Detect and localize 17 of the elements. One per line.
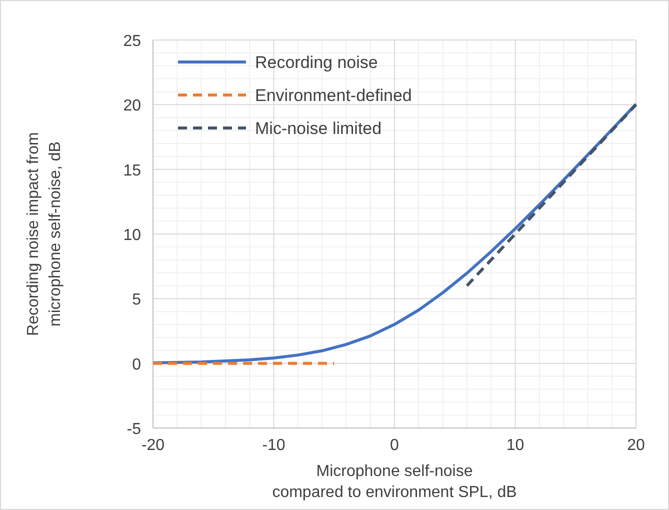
y-tick-label: 20 [123, 98, 142, 115]
y-tick-label: 10 [123, 227, 142, 244]
x-tick-label: -20 [141, 437, 165, 454]
y-axis-title: Recording noise impact from microphone self-noise, dB [25, 132, 64, 336]
x-tick-label: 20 [627, 437, 645, 454]
x-tick-label: 10 [506, 437, 524, 454]
x-tick-label: -10 [262, 437, 286, 454]
x-tick-label: 0 [390, 437, 400, 454]
legend-label: Mic-noise limited [255, 119, 382, 138]
legend-label: Environment-defined [255, 86, 412, 105]
x-axis-title: Microphone self-noise compared to environment SPL, dB [272, 463, 517, 501]
legend-label: Recording noise [255, 53, 378, 72]
y-tick-label: 5 [132, 292, 142, 309]
y-tick-label: 0 [132, 356, 142, 374]
y-tick-label: 25 [123, 33, 142, 50]
y-tick-label: -5 [126, 421, 142, 438]
y-tick-label: 15 [123, 162, 142, 180]
